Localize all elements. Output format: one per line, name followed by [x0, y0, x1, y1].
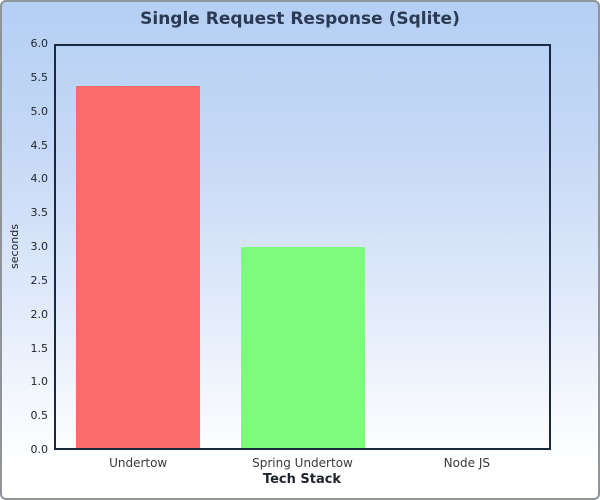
y-tick-label: 1.0	[30, 375, 49, 389]
y-tick-label: 3.5	[30, 206, 49, 220]
y-tick-label: 0.0	[30, 443, 49, 456]
y-tick-label: 4.0	[30, 172, 49, 186]
x-category-label: Node JS	[443, 456, 490, 470]
y-tick-label: 5.0	[30, 104, 49, 118]
y-tick-label: 1.5	[30, 341, 49, 355]
y-tick-label: 5.5	[30, 70, 49, 84]
bar-series	[56, 46, 549, 448]
plot-area	[54, 44, 551, 450]
y-tick-label: 2.5	[30, 273, 49, 287]
y-tick-label: 6.0	[30, 37, 49, 50]
bar-spring-undertow	[240, 247, 365, 448]
y-tick-label: 2.0	[30, 307, 49, 321]
x-axis-label: Tech Stack	[262, 472, 342, 487]
y-tick-label: 3.0	[30, 240, 49, 253]
y-tick-label: 4.5	[30, 138, 49, 152]
x-category-label: Spring Undertow	[252, 456, 353, 470]
y-tick-label: 0.5	[30, 409, 49, 423]
x-category-label: Undertow	[109, 456, 168, 470]
chart-title: Single Request Response (Sqlite)	[140, 9, 460, 29]
bar-undertow	[76, 86, 201, 448]
